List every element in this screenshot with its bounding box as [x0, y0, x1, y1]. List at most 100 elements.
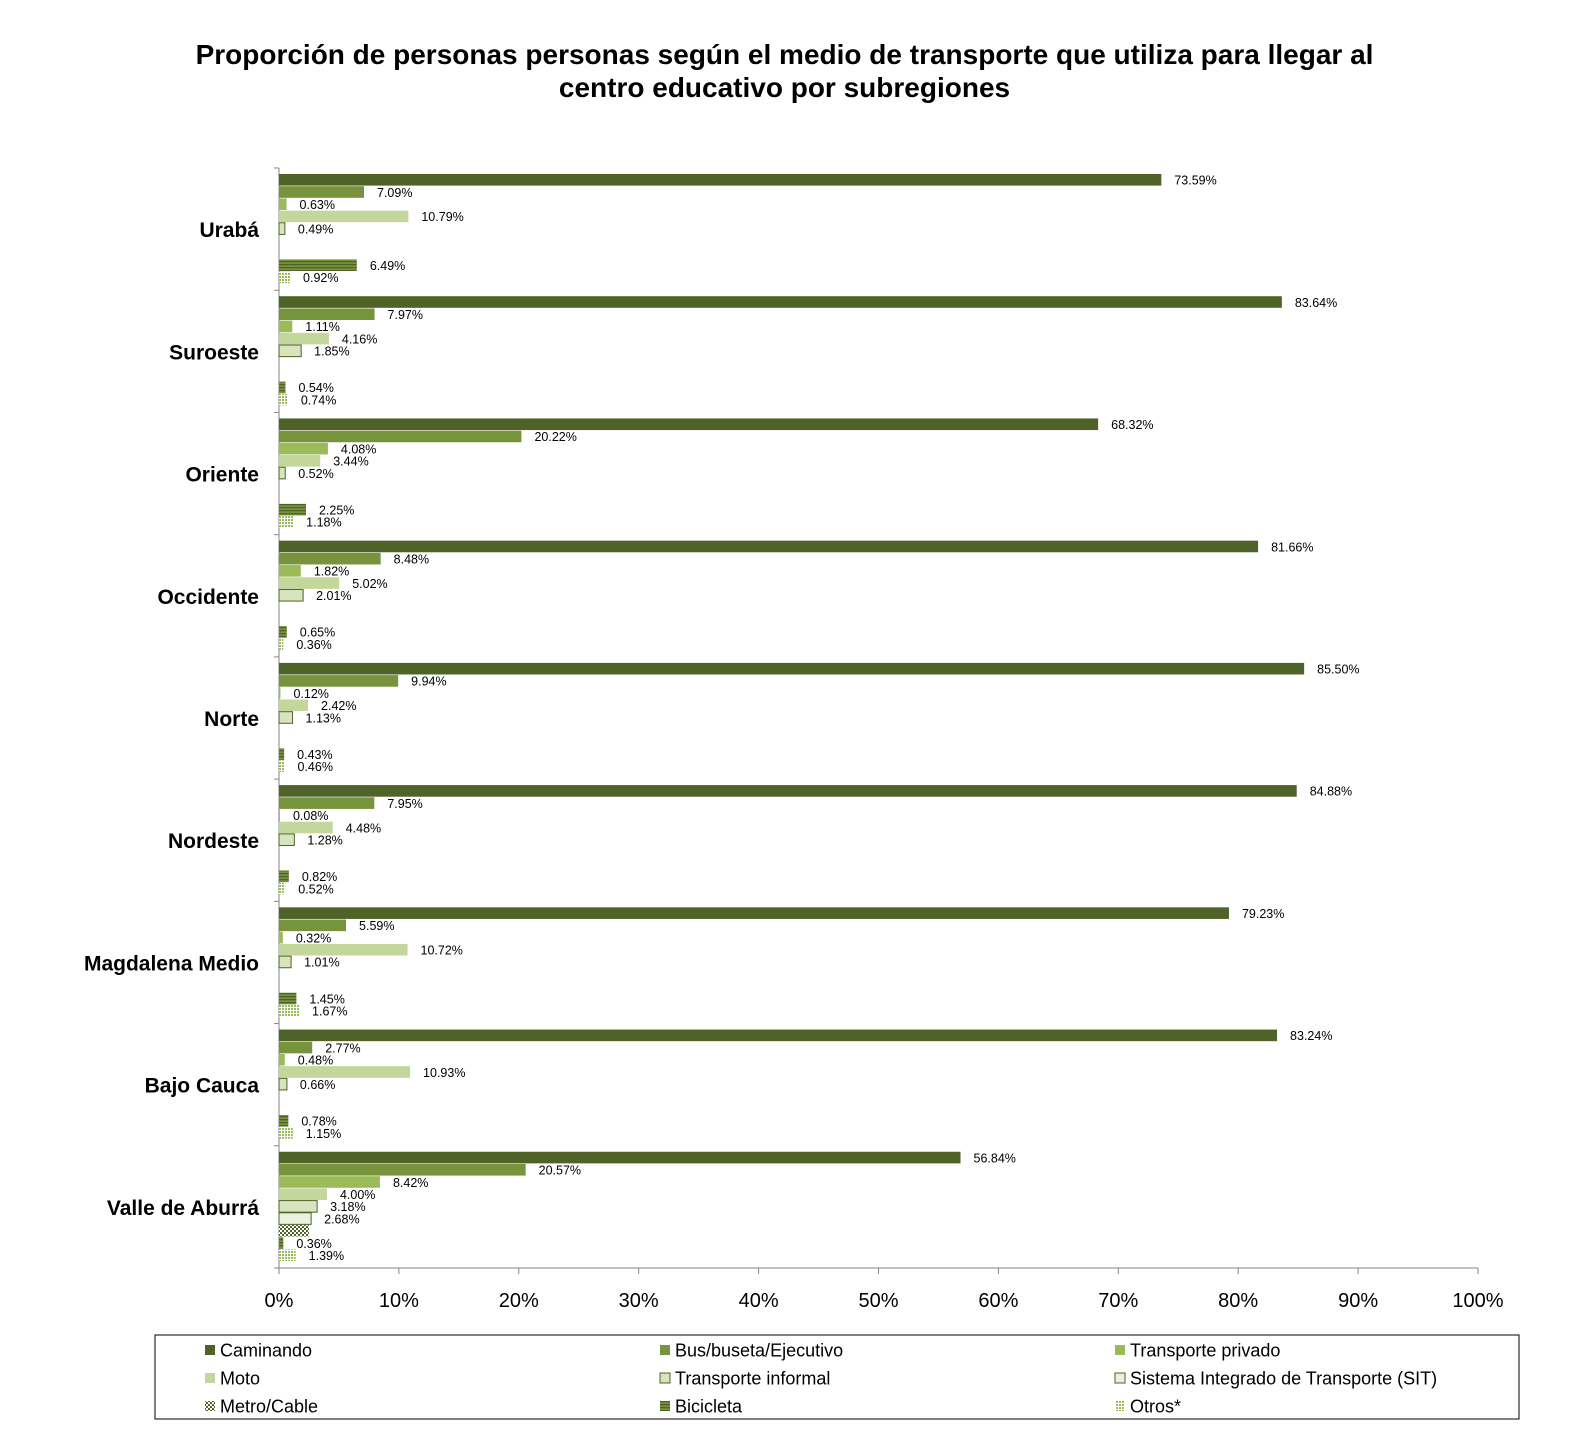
- bar-caminando-uraba: [279, 174, 1162, 186]
- bar-caminando-bajo-cauca: [279, 1029, 1278, 1042]
- bar-bus-buseta-ejecutivo-uraba: [279, 186, 365, 198]
- bar-transporte-informal-uraba: [278, 222, 286, 235]
- bar-moto-suroeste: [279, 332, 329, 345]
- x-tick-label: 40%: [739, 1290, 779, 1312]
- bar-bicicleta-suroeste: [279, 381, 286, 394]
- data-label: 10.72%: [421, 944, 463, 958]
- bar-moto-nordeste: [279, 821, 333, 834]
- data-label: 7.97%: [388, 308, 423, 322]
- data-label: 0.63%: [300, 198, 335, 212]
- data-label: 0.12%: [293, 687, 328, 701]
- bar-caminando-norte: [279, 662, 1305, 675]
- category-label-magdalena-medio: Magdalena Medio: [84, 952, 259, 975]
- bar-bicicleta-occidente: [279, 626, 287, 638]
- bar-transporte-privado-bajo-cauca: [279, 1053, 285, 1066]
- data-label: 1.28%: [307, 834, 342, 848]
- category-labels: Urabá Suroeste Oriente Occidente Norte Nordes…: [84, 219, 259, 1220]
- bar-caminando-nordeste: [279, 785, 1297, 797]
- legend: Caminando Bus/buseta/Ejecutivo Transporte …: [154, 1334, 1520, 1420]
- bar-bus-buseta-ejecutivo-occidente: [279, 552, 381, 565]
- bar-transporte-privado-valle-de-aburra: [279, 1176, 380, 1188]
- bar-bus-buseta-ejecutivo-bajo-cauca: [279, 1041, 313, 1054]
- bar-transporte-privado-occidente: [279, 565, 301, 577]
- category-label-nordeste: Nordeste: [168, 830, 259, 853]
- bar-bus-buseta-ejecutivo-suroeste: [279, 308, 375, 321]
- legend-label-sistema-integrado-de-transporte-sit: Sistema Integrado de Transporte (SIT): [1130, 1369, 1437, 1389]
- x-tick-label: 100%: [1452, 1290, 1503, 1312]
- bar-otros-suroeste: [279, 393, 288, 406]
- x-tick-label: 10%: [379, 1290, 419, 1312]
- legend-swatch-transporte-privado: [1115, 1345, 1125, 1355]
- x-tick-label: 50%: [858, 1290, 898, 1312]
- bar-transporte-privado-magdalena-medio: [279, 931, 283, 944]
- value-labels: 73.59% 7.09% 0.63% 10.79% 0.49% 6.49% 0.92% 83.…: [293, 174, 1360, 1263]
- bar-caminando-occidente: [279, 540, 1259, 553]
- bar-transporte-informal-norte: [278, 711, 294, 724]
- bar-caminando-valle-de-aburra: [279, 1151, 961, 1164]
- data-label: 4.48%: [346, 821, 381, 835]
- category-label-uraba: Urabá: [199, 219, 259, 242]
- legend-swatch-sistema-integrado-de-transporte-sit: [1114, 1372, 1126, 1384]
- data-label: 0.74%: [301, 393, 336, 407]
- data-label: 81.66%: [1271, 540, 1313, 554]
- x-tick-label: 90%: [1338, 1290, 1378, 1312]
- data-label: 0.36%: [296, 1237, 331, 1251]
- data-label: 8.42%: [393, 1176, 428, 1190]
- bar-transporte-informal-oriente: [278, 466, 286, 480]
- data-label: 0.66%: [300, 1078, 335, 1092]
- data-label: 1.13%: [306, 711, 341, 725]
- data-label: 0.43%: [297, 748, 332, 762]
- legend-box: [154, 1334, 1520, 1420]
- legend-label-moto: Moto: [220, 1369, 260, 1389]
- category-label-suroeste: Suroeste: [169, 341, 259, 364]
- chart-title-line-2: centro educativo por subregiones: [558, 72, 1011, 103]
- bar-moto-oriente: [279, 455, 321, 467]
- data-label: 0.52%: [298, 882, 333, 896]
- data-label: 5.02%: [352, 577, 387, 591]
- bar-transporte-privado-norte: [279, 687, 281, 699]
- legend-label-caminando: Caminando: [220, 1341, 312, 1361]
- bar-moto-norte: [279, 699, 309, 712]
- data-label: 1.18%: [306, 516, 341, 530]
- legend-label-metro-cable: Metro/Cable: [220, 1397, 318, 1417]
- data-label: 79.23%: [1242, 907, 1284, 921]
- legend-swatch-caminando: [205, 1345, 215, 1355]
- bar-otros-oriente: [279, 516, 294, 528]
- bar-otros-nordeste: [279, 882, 286, 895]
- category-label-bajo-cauca: Bajo Cauca: [145, 1075, 260, 1098]
- data-label: 0.49%: [298, 222, 333, 236]
- bar-otros-occidente: [279, 638, 284, 650]
- data-label: 1.15%: [306, 1127, 341, 1141]
- data-label: 4.00%: [340, 1188, 375, 1202]
- axes: 0% 10% 20% 30% 40% 50% 60% 70% 80% 90% 100%: [265, 167, 1504, 1312]
- bar-transporte-informal-magdalena-medio: [278, 955, 292, 969]
- data-label: 9.94%: [411, 675, 446, 689]
- legend-swatch-transporte-informal: [659, 1372, 671, 1384]
- x-tick-label: 60%: [978, 1290, 1018, 1312]
- bar-bus-buseta-ejecutivo-nordeste: [279, 797, 375, 809]
- data-label: 0.32%: [296, 931, 331, 945]
- legend-label-transporte-privado: Transporte privado: [1130, 1341, 1280, 1361]
- data-label: 1.67%: [312, 1005, 347, 1019]
- data-label: 20.57%: [539, 1164, 581, 1178]
- data-label: 7.95%: [387, 797, 422, 811]
- data-label: 1.82%: [314, 565, 349, 579]
- category-label-oriente: Oriente: [185, 464, 259, 487]
- data-label: 1.85%: [314, 345, 349, 359]
- bar-otros-uraba: [279, 271, 291, 284]
- x-tick-label: 70%: [1098, 1290, 1138, 1312]
- data-label: 0.78%: [301, 1115, 336, 1129]
- data-label: 0.65%: [300, 626, 335, 640]
- bar-bicicleta-nordeste: [279, 870, 289, 883]
- data-label: 20.22%: [534, 430, 576, 444]
- chart-title: Proporción de personas personas según el…: [0, 38, 1569, 104]
- x-tick-label: 80%: [1218, 1290, 1258, 1312]
- data-label: 0.52%: [298, 467, 333, 481]
- data-label: 2.25%: [319, 503, 354, 517]
- data-label: 5.59%: [359, 919, 394, 933]
- bar-otros-valle-de-aburra: [279, 1249, 296, 1261]
- bar-transporte-privado-suroeste: [279, 320, 293, 333]
- bar-caminando-oriente: [279, 418, 1099, 431]
- bar-transporte-informal-nordeste: [278, 833, 295, 847]
- bar-bicicleta-magdalena-medio: [279, 992, 297, 1005]
